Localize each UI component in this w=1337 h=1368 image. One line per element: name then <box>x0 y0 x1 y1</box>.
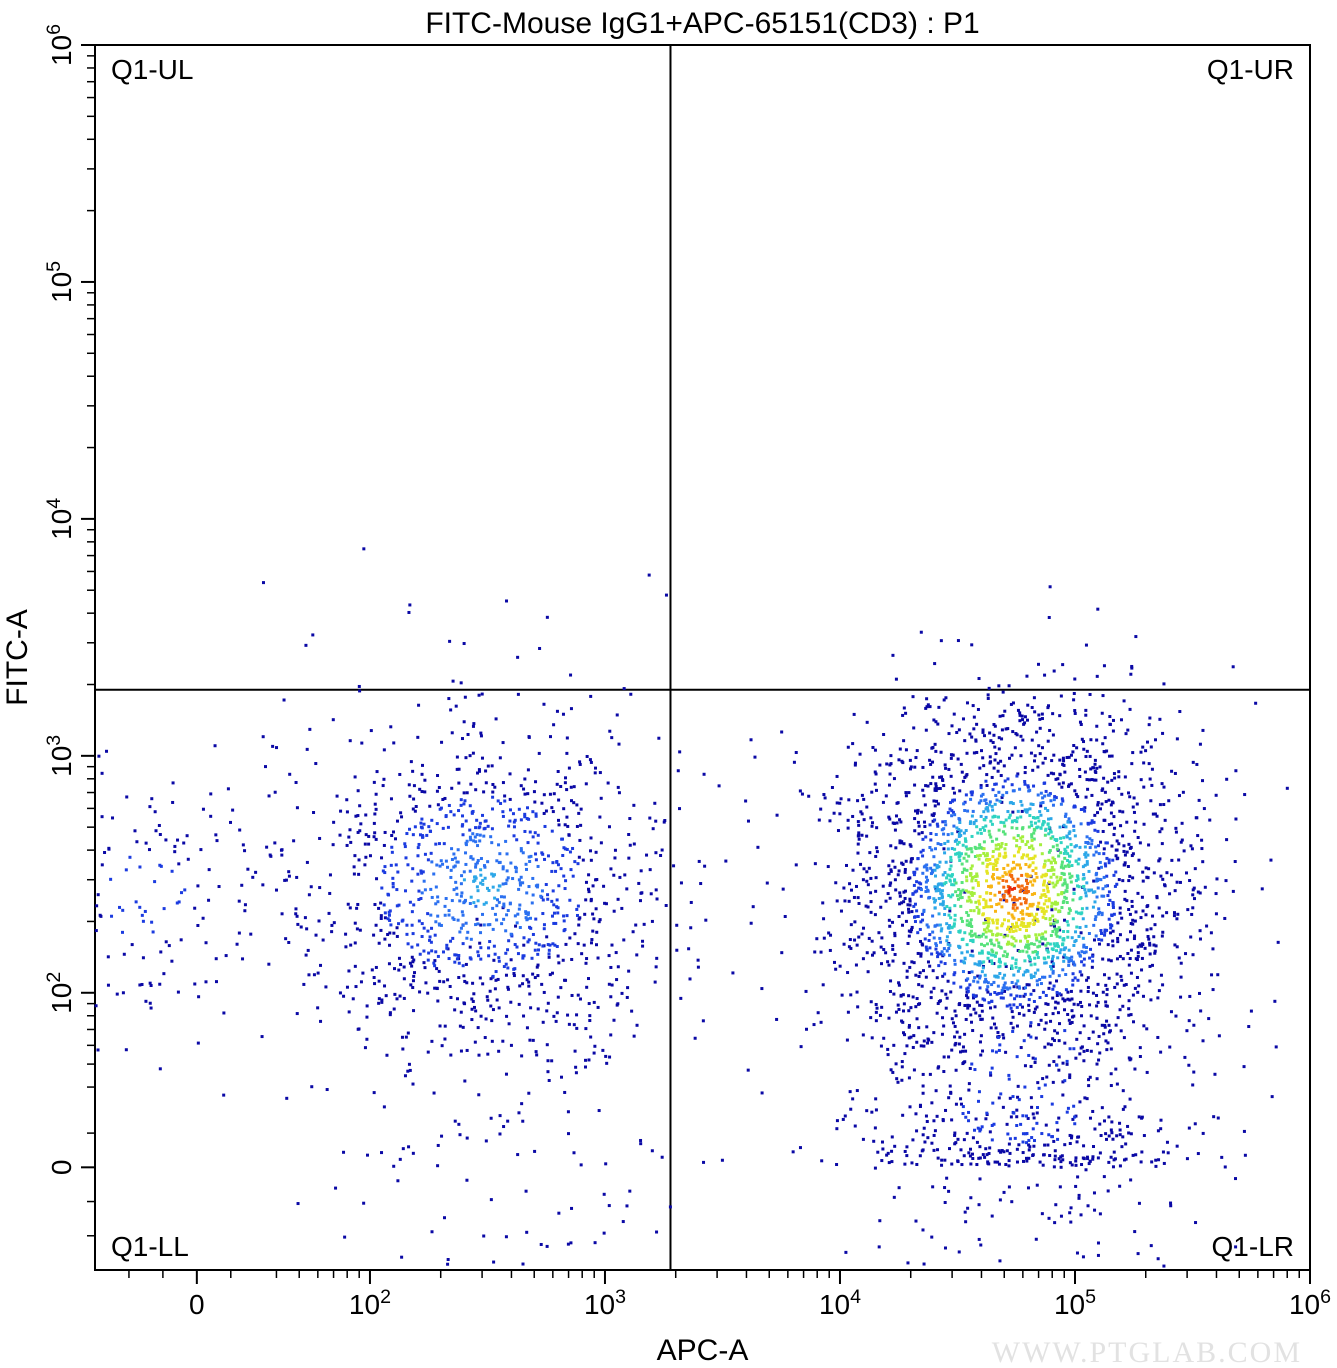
x-axis-label: APC-A <box>657 1334 749 1367</box>
quad-label-ur: Q1-UR <box>1207 54 1294 85</box>
quad-label-ll: Q1-LL <box>111 1231 189 1262</box>
watermark: WWW.PTGLAB.COM <box>992 1336 1302 1368</box>
y-axis-label: FITC-A <box>1 609 34 706</box>
svg-text:0: 0 <box>189 1289 205 1320</box>
flow-plot-svg: FITC-Mouse IgG1+APC-65151(CD3) : P101021… <box>0 0 1337 1368</box>
chart-container: FITC-Mouse IgG1+APC-65151(CD3) : P101021… <box>0 0 1337 1368</box>
chart-title: FITC-Mouse IgG1+APC-65151(CD3) : P1 <box>425 7 979 40</box>
svg-text:0: 0 <box>46 1160 77 1176</box>
quad-label-lr: Q1-LR <box>1212 1231 1294 1262</box>
quad-label-ul: Q1-UL <box>111 54 193 85</box>
